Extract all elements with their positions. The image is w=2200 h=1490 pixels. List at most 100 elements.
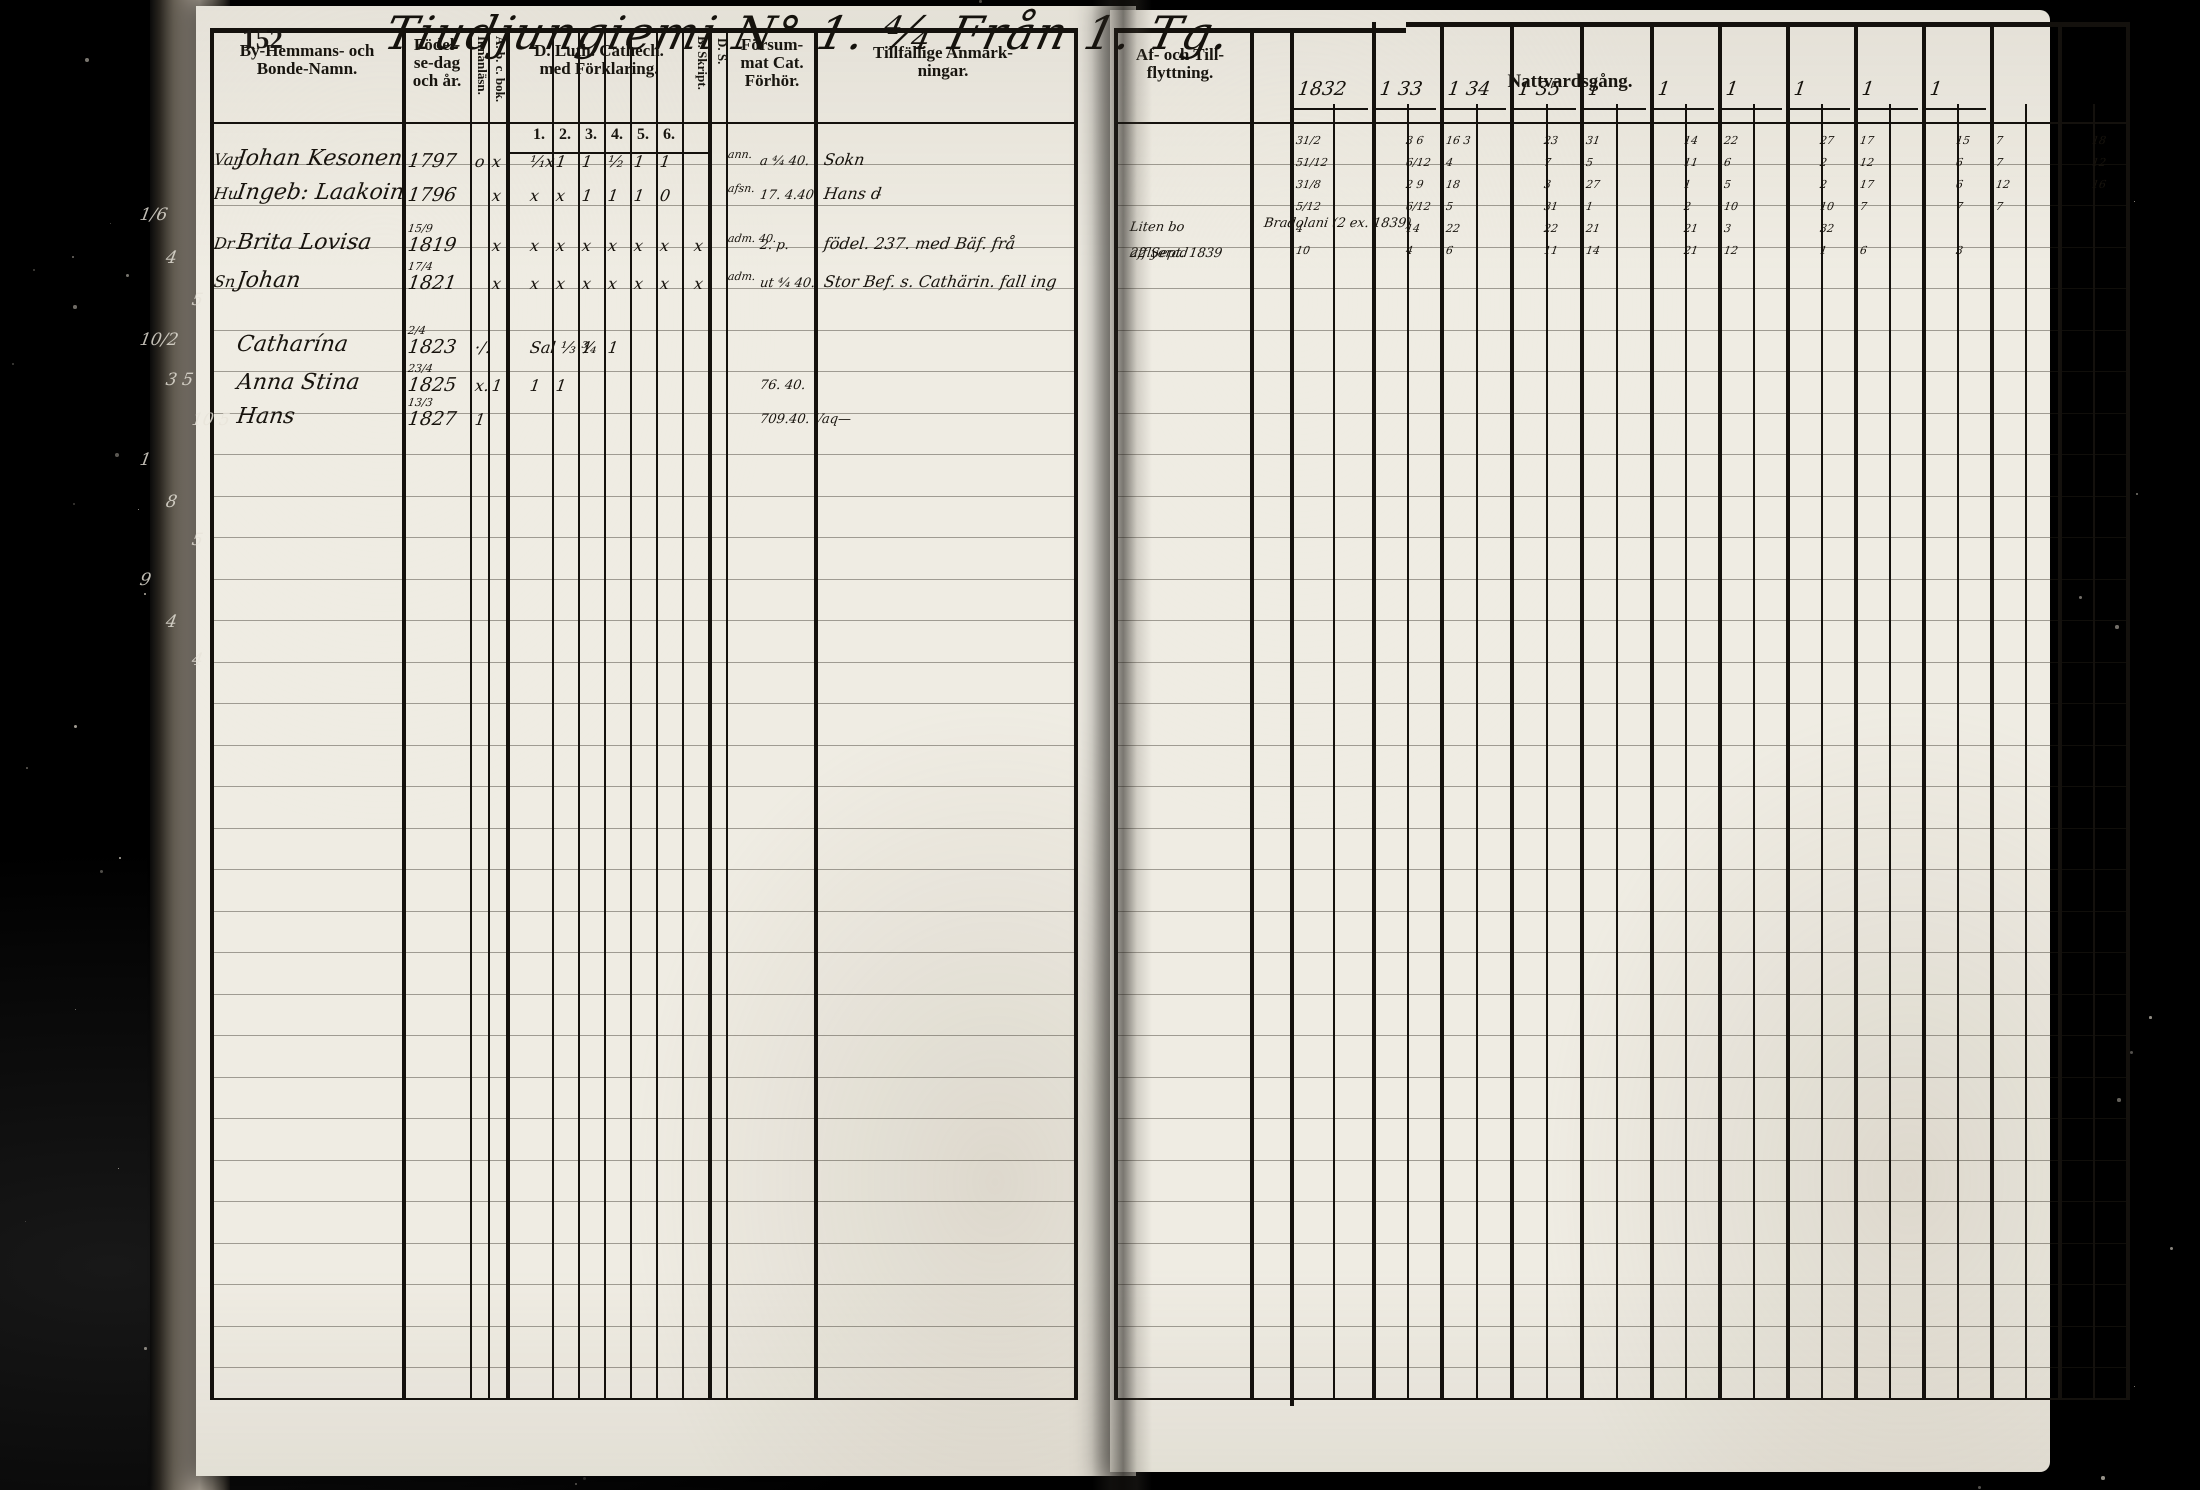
- catechism-number-4: 4.: [611, 126, 623, 143]
- entry-catechism-5: 1: [632, 152, 646, 171]
- entry-remarks: Hans d̵: [822, 184, 883, 203]
- communion-value: 16: [2091, 178, 2107, 191]
- col-header-remarks-line2: ningar.: [917, 61, 969, 80]
- entry-catechism-3: x: [580, 236, 593, 255]
- entry-birth-year: 1821: [406, 272, 458, 294]
- communion-column-rule: [1854, 22, 1858, 1400]
- communion-subcolumn-rule: [1753, 104, 1755, 1400]
- column-rule: [630, 28, 632, 1400]
- row-rule: [1114, 205, 2126, 206]
- communion-column-rule: [1580, 22, 1584, 1400]
- communion-value: 1: [1683, 178, 1692, 191]
- column-rule: [402, 28, 406, 1400]
- communion-subcolumn-rule: [1546, 104, 1548, 1400]
- left-page-table: By-Hemmans- och Bonde-Namn. Födel- se-da…: [196, 6, 1136, 1476]
- communion-value: 14: [1585, 244, 1601, 257]
- communion-year-rule: [1584, 108, 1646, 110]
- communion-value: 17: [1859, 178, 1875, 191]
- communion-column-rule: [1786, 22, 1790, 1400]
- dust-speck: [126, 274, 130, 278]
- row-rule: [1114, 412, 2126, 414]
- dust-speck: [2101, 1476, 2105, 1480]
- row-rule: [210, 952, 1074, 953]
- entry-birth-year: 1819: [406, 234, 458, 256]
- row-rule: [210, 910, 1074, 912]
- row-rule: [1114, 869, 2126, 870]
- entry-catechism-1: x: [528, 236, 541, 255]
- communion-value: 7: [1955, 200, 1964, 213]
- catechism-number-rule: [506, 152, 708, 154]
- dust-speck: [2079, 596, 2083, 600]
- row-rule: [1114, 703, 2126, 704]
- dust-speck: [118, 1168, 120, 1170]
- dust-speck: [144, 593, 146, 595]
- dust-speck: [74, 725, 77, 728]
- col-header-migration-line1: Af- och Till-: [1135, 45, 1225, 64]
- entry-catechism-1: ¹⁄₁x: [528, 152, 556, 171]
- entry-catechism-4: 1: [606, 186, 620, 205]
- entry-catechism-6: x: [658, 274, 671, 293]
- dust-speck: [25, 1221, 27, 1223]
- communion-value: 14: [1683, 134, 1699, 147]
- row-rule: [1114, 744, 2126, 746]
- communion-value: 2: [1683, 200, 1692, 213]
- entry-birth-year: 1827: [406, 408, 458, 430]
- column-rule: [1250, 28, 1254, 1400]
- entry-catechism-2: 1: [554, 376, 568, 395]
- column-rule: [210, 28, 214, 1400]
- dust-speck: [110, 223, 112, 225]
- communion-value: 17: [1859, 134, 1875, 147]
- communion-value: 2 9: [1405, 178, 1425, 191]
- communion-value: 11: [1683, 156, 1699, 169]
- row-rule: [210, 163, 1074, 165]
- col-header-birth-line1: Födel-: [413, 35, 461, 54]
- dust-speck: [33, 269, 35, 271]
- col-header-communion: Nattvardsgång.: [1507, 71, 1633, 92]
- entry-name: Anna Stina: [235, 370, 362, 395]
- communion-value: 1: [1585, 200, 1594, 213]
- entry-abc-bok: x: [490, 274, 503, 293]
- row-rule: [1114, 952, 2126, 953]
- communion-value: 3: [1955, 244, 1964, 257]
- row-rule: [210, 827, 1074, 829]
- row-rule: [1114, 1242, 2126, 1244]
- column-rule: [708, 28, 712, 1400]
- entry-ds: afsn.: [727, 182, 756, 195]
- communion-column-rule: [2058, 22, 2062, 1400]
- communion-value: 32: [1819, 222, 1835, 235]
- entry-birth-year: 1797: [406, 150, 458, 172]
- entry-birth-year: 1823: [406, 336, 458, 358]
- communion-value: 21: [1683, 244, 1699, 257]
- row-rule: [210, 329, 1074, 331]
- entry-remarks: Sokn: [822, 150, 866, 169]
- row-prefix: Sn: [212, 272, 237, 291]
- communion-column-rule: [1290, 28, 1294, 1406]
- communion-value: 4: [1445, 156, 1454, 169]
- row-rule: [1114, 454, 2126, 455]
- communion-value: 22: [1445, 222, 1461, 235]
- row-rule: [210, 454, 1074, 455]
- communion-value: 7: [1995, 200, 2004, 213]
- row-rule: [210, 412, 1074, 414]
- entry-forsummat: ut ⁴⁄₄ 40.: [758, 276, 817, 291]
- communion-value: 2: [1819, 156, 1828, 169]
- entry-catechism-2: x: [554, 274, 567, 293]
- row-rule: [210, 786, 1074, 787]
- row-rule: [1114, 827, 2126, 829]
- table-bottom-rule: [210, 1398, 1074, 1400]
- communion-value: 31/2: [1295, 134, 1322, 147]
- row-prefix: Dr: [212, 234, 236, 253]
- column-rule: [470, 28, 472, 1400]
- entry-abc-bok: 1: [490, 376, 504, 395]
- entry-forsummat: a ⁴⁄₄ 40.: [758, 154, 811, 169]
- row-rule: [1114, 371, 2126, 372]
- communion-year-rule: [1790, 108, 1850, 110]
- dust-speck: [73, 305, 77, 309]
- communion-column-rule: [1990, 22, 1994, 1400]
- col-header-names-line1: By-Hemmans- och: [239, 41, 375, 60]
- entry-catechism-3: x: [580, 274, 593, 293]
- col-header-forsummat-line1: Försum-: [740, 35, 804, 54]
- column-rule: [1074, 28, 1078, 1400]
- communion-column-rule: [1718, 22, 1722, 1400]
- catechism-number-6: 6.: [663, 126, 675, 143]
